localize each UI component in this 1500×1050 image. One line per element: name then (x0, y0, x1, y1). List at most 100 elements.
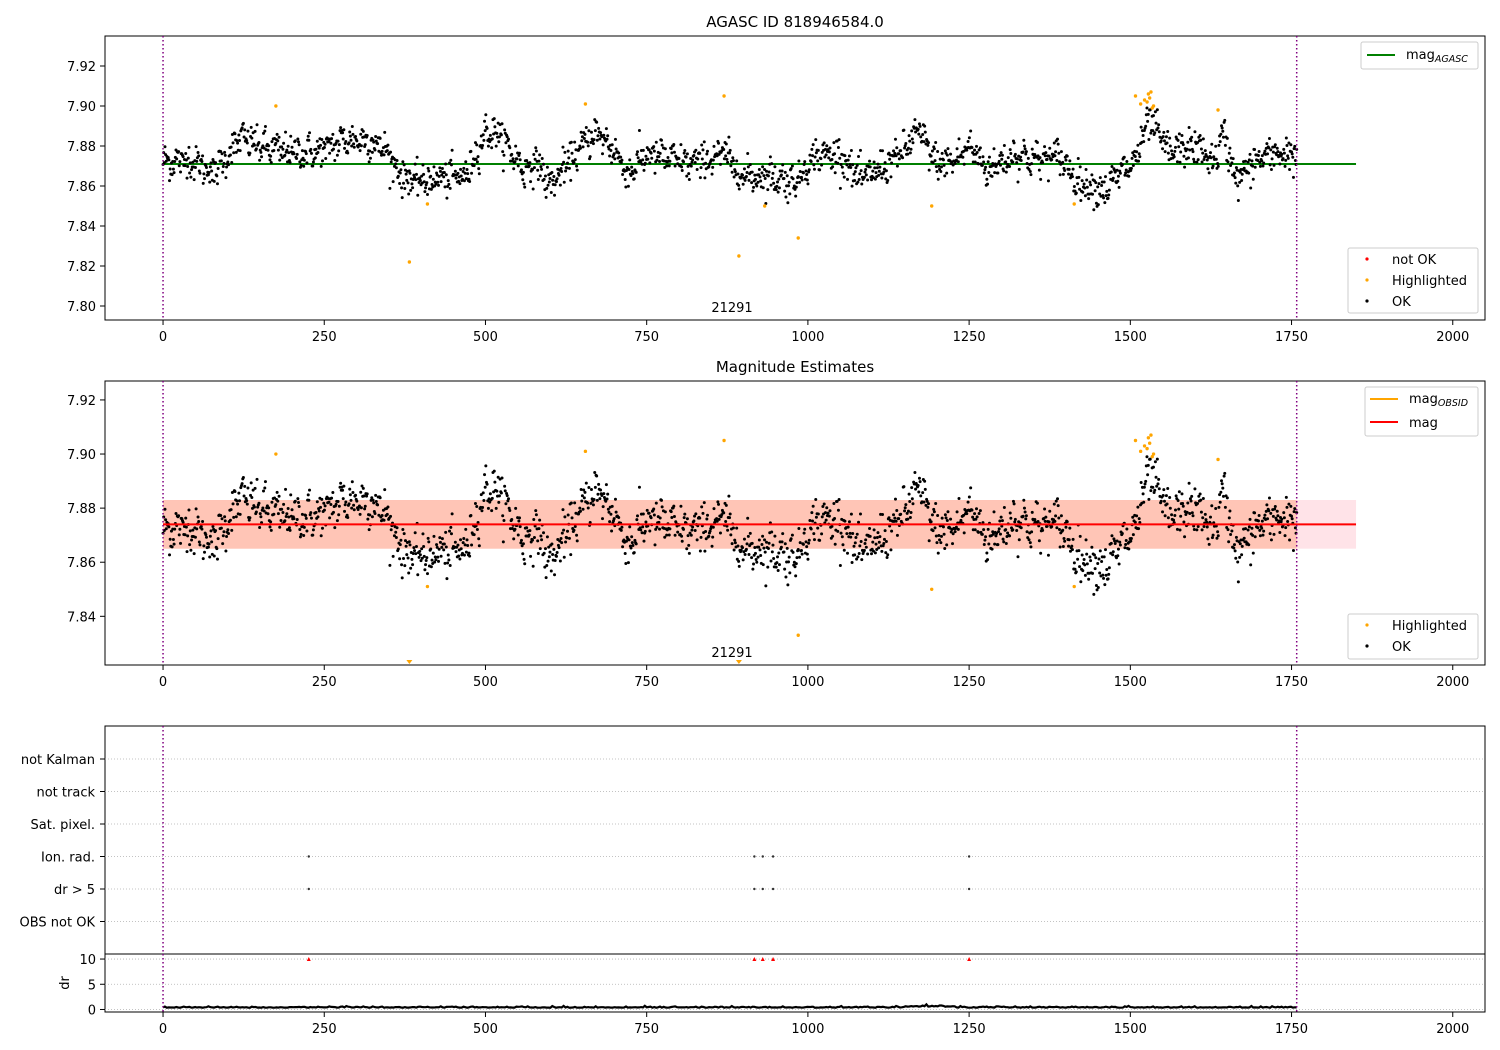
ok-point (465, 167, 469, 171)
ok-point (699, 535, 703, 539)
ok-point (1101, 193, 1105, 197)
ok-point (483, 473, 487, 477)
ok-point (660, 505, 664, 509)
ok-point (1125, 527, 1129, 531)
ok-point (945, 153, 949, 157)
ok-point (1054, 499, 1058, 503)
ok-point (234, 150, 238, 154)
ok-point (555, 177, 559, 181)
ok-point (621, 173, 625, 177)
ok-point (1111, 550, 1115, 554)
ok-point (1247, 158, 1251, 162)
ok-point (648, 529, 652, 533)
ok-point (942, 532, 946, 536)
ok-point (279, 153, 283, 157)
ok-point (534, 513, 538, 517)
ok-point (345, 513, 349, 517)
ok-point (1202, 158, 1206, 162)
ok-point (875, 536, 879, 540)
ok-point (605, 137, 609, 141)
highlighted-point (583, 102, 588, 106)
ok-point (868, 534, 872, 538)
ok-point (212, 179, 216, 183)
ok-point (500, 476, 504, 480)
ok-point (1091, 571, 1095, 575)
ok-point (224, 176, 228, 180)
ok-point (233, 132, 237, 136)
panel-mag-legend-bottom: Highlighted OK (1347, 613, 1479, 660)
ok-point (686, 534, 690, 538)
ok-point (413, 531, 417, 535)
ok-point (439, 180, 443, 184)
ok-point (883, 161, 887, 165)
ok-point (485, 482, 489, 486)
ok-point (966, 140, 970, 144)
ok-point (582, 496, 586, 500)
ok-point (288, 160, 292, 164)
ok-point (442, 548, 446, 552)
ok-point (756, 555, 760, 559)
ok-point (1043, 519, 1047, 523)
ok-point (733, 170, 737, 174)
ok-point (639, 528, 643, 532)
ok-point (258, 512, 262, 516)
ok-point (540, 156, 544, 160)
ok-point (505, 494, 509, 498)
ok-point (1002, 505, 1006, 509)
ok-point (1260, 519, 1264, 523)
ok-point (261, 144, 265, 148)
ok-point (178, 527, 182, 531)
ok-point (414, 552, 418, 556)
ok-point (937, 533, 941, 537)
ok-point (802, 162, 806, 166)
ok-point (246, 129, 250, 133)
ok-point (201, 181, 205, 185)
ok-point (1157, 487, 1161, 491)
ok-point (1203, 149, 1207, 153)
ok-point (1202, 524, 1206, 528)
highlighted-point (1145, 100, 1149, 104)
ok-point (197, 519, 201, 523)
ok-point (655, 158, 659, 162)
ok-point (259, 515, 263, 519)
ok-point (529, 554, 533, 558)
ok-point (1137, 517, 1141, 521)
ok-point (1009, 151, 1013, 155)
ok-point (1117, 185, 1121, 189)
ok-point (1053, 519, 1057, 523)
ok-point (680, 534, 684, 538)
ok-point (521, 542, 525, 546)
ok-point (930, 513, 934, 517)
ok-point (587, 486, 591, 490)
ok-point (316, 151, 320, 155)
ok-point (837, 498, 841, 502)
ok-point (177, 164, 181, 168)
ok-point (654, 501, 658, 505)
ok-point (601, 505, 605, 509)
ok-point (1038, 156, 1042, 160)
ok-point (767, 170, 771, 174)
ok-point (168, 537, 172, 541)
ok-point (1205, 158, 1209, 162)
ok-point (1162, 488, 1166, 492)
ok-point (1030, 530, 1034, 534)
ok-point (1161, 135, 1165, 139)
ok-point (612, 152, 616, 156)
ok-point (1030, 147, 1034, 151)
ok-point (1019, 526, 1023, 530)
ok-point (822, 141, 826, 145)
ok-point (298, 160, 302, 164)
ok-point (831, 165, 835, 169)
ok-point (635, 518, 639, 522)
ok-point (494, 506, 498, 510)
ok-point (1192, 160, 1196, 164)
ok-point (1022, 506, 1026, 510)
ok-point (998, 154, 1002, 158)
ok-point (857, 551, 861, 555)
ok-point (1141, 133, 1145, 137)
ok-point (975, 515, 979, 519)
ok-point (536, 551, 540, 555)
ok-point (359, 132, 363, 136)
ok-point (711, 525, 715, 529)
